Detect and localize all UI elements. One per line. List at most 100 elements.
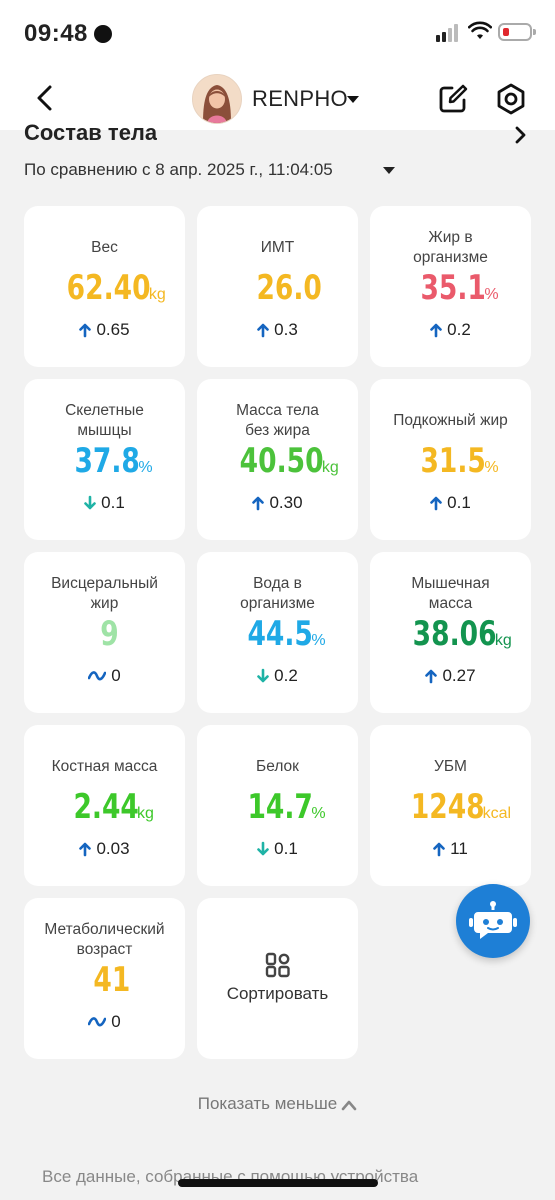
sort-icon [265,952,290,978]
metric-label-line: Вес [91,238,118,256]
metric-label-line: УБМ [434,757,467,775]
metric-unit: % [484,286,499,303]
metric-unit: kcal [482,805,512,822]
status-time: 09:48 [24,20,88,47]
metric-label: Подкожный жир [374,379,527,463]
metric-label: Жир в организме [374,206,527,290]
trend-flat-icon [88,671,107,681]
metric-label: Мышечная масса [374,552,527,636]
metric-label-line: Масса тела [236,401,319,419]
metric-card[interactable]: Подкожный жир 31.5% 0.1 [370,379,531,540]
show-less-button[interactable]: Показать меньше [0,1094,555,1114]
metric-card[interactable]: Жир в организме 35.1% 0.2 [370,206,531,367]
trend-up-icon [257,323,269,338]
metric-value-row: 37.8% [24,441,185,481]
metric-card[interactable]: ИМТ 26.0 0.3 [197,206,358,367]
trend-up-icon [430,496,442,511]
metric-delta: 0.1 [447,493,471,512]
metric-value-row: 38.06 kg [370,614,531,654]
avatar-illustration [193,75,241,123]
trend-up-icon [433,842,445,857]
metric-label-line: Жир в [428,228,473,246]
caret-down-icon[interactable] [382,166,396,176]
metric-value: 26.0 [256,268,322,308]
metric-card[interactable]: Вес 62.40 kg 0.65 [24,206,185,367]
comparison-date[interactable]: По сравнению с 8 апр. 2025 г., 11:04:05 [24,160,333,179]
metric-card[interactable]: Масса тела без жира 40.50 kg 0.30 [197,379,358,540]
metric-card[interactable]: Скелетные мышцы 37.8% 0.1 [24,379,185,540]
caret-down-icon[interactable] [346,95,360,105]
edit-button[interactable] [436,82,470,116]
metric-value-row: 41 [24,960,185,1000]
metric-delta: 0.2 [274,666,298,685]
metric-unit: kg [321,459,339,476]
sort-label: Сортировать [226,984,329,1003]
metric-delta-row: 0.3 [197,318,358,342]
metric-unit: kg [148,286,166,303]
chevron-right-icon[interactable] [514,126,528,144]
section-title: Состав тела [24,120,158,145]
metric-unit: % [138,459,153,476]
metric-delta: 0 [111,666,121,685]
cellular-signal-icon [436,22,462,42]
metric-label-line: жир [90,595,119,612]
metric-label-line: Белок [256,757,299,775]
metric-value: 1248 [410,787,485,827]
metric-value: 35.1 [420,268,487,308]
settings-button[interactable] [494,82,528,116]
metric-delta: 0 [111,1012,121,1031]
trend-up-icon [425,669,438,684]
trend-up-icon [79,323,92,338]
assistant-fab-button[interactable] [456,884,530,958]
trend-up-icon [252,496,265,511]
metric-label: УБМ [374,725,527,809]
metric-value: 14.7 [247,787,314,827]
chatbot-icon [469,901,517,939]
metric-label: Вес [28,206,181,290]
trend-down-icon [257,668,269,683]
metric-label-line: Висцеральный [51,574,158,592]
metric-card[interactable]: УБМ 1248 kcal 11 [370,725,531,886]
metric-delta-row: 0.30 [197,491,358,515]
metric-card[interactable]: Метаболический возраст 41 0 [24,898,185,1059]
avatar[interactable] [192,74,242,124]
metric-unit: % [311,632,326,649]
metric-card[interactable]: Висцеральный жир 9 0 [24,552,185,713]
metric-card[interactable]: Костная масса 2.44 kg 0.03 [24,725,185,886]
profile-name[interactable]: RENPHO [252,86,348,111]
metric-delta-row: 11 [370,837,531,861]
metric-label: Масса тела без жира [201,379,354,463]
metric-value-row: 40.50 kg [197,441,358,481]
metric-value-row: 31.5% [370,441,531,481]
metric-delta: 0.65 [96,320,130,339]
metric-delta-row: 0.03 [24,837,185,861]
back-button[interactable] [30,82,62,114]
metric-unit: % [484,459,499,476]
trend-up-icon [79,842,92,857]
metric-card[interactable]: Мышечная масса 38.06 kg 0.27 [370,552,531,713]
metric-value-row: 14.7% [197,787,358,827]
metric-value: 2.44 [73,787,139,827]
app-header: RENPHO [0,68,555,130]
metric-label-line: организме [413,249,488,266]
metric-delta-row: 0 [24,1010,185,1034]
metric-delta: 0.27 [442,666,476,685]
metric-label-line: Скелетные [65,401,144,419]
metric-delta-row: 0.1 [370,491,531,515]
metric-label: Вода в организме [201,552,354,636]
metric-delta-row: 0 [24,664,185,688]
metric-value: 9 [99,614,119,654]
metric-label-line: без жира [245,422,310,439]
metric-card[interactable]: Вода в организме 44.5% 0.2 [197,552,358,713]
metric-card[interactable]: Белок 14.7% 0.1 [197,725,358,886]
metric-label: Скелетные мышцы [28,379,181,463]
chevron-up-icon [341,1100,357,1110]
metric-label: Белок [201,725,354,809]
metric-delta-row: 0.2 [370,318,531,342]
status-bar: 09:48 [0,0,555,68]
metric-value-row: 62.40 kg [24,268,185,308]
metric-unit: kg [136,805,154,822]
metric-value-row: 35.1% [370,268,531,308]
sort-button[interactable]: Сортировать [197,898,358,1059]
metric-value: 38.06 [412,614,497,654]
